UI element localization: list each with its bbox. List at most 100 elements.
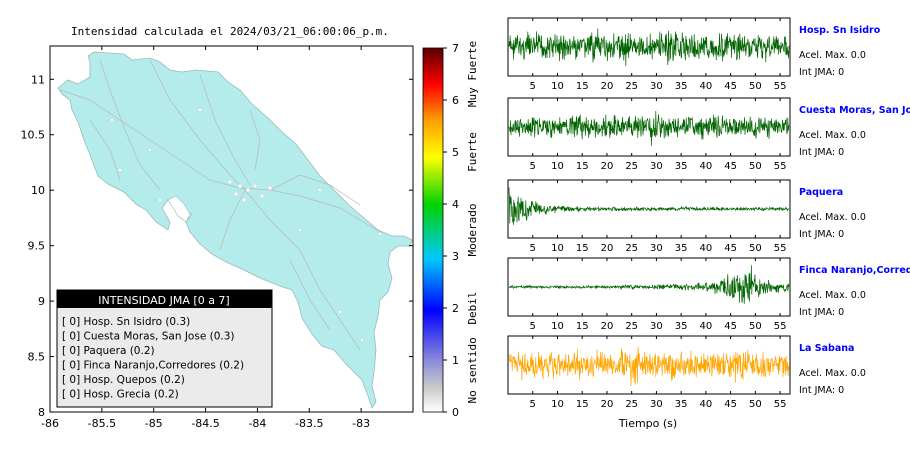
waveform-x-tick-label: 35 bbox=[675, 399, 688, 410]
colorbar-tick-label: 0 bbox=[452, 406, 459, 419]
waveform-x-tick-label: 5 bbox=[530, 161, 536, 172]
waveform-x-tick-label: 45 bbox=[724, 321, 737, 332]
waveform-x-tick-label: 45 bbox=[724, 399, 737, 410]
map-x-tick-label: -84.5 bbox=[191, 417, 219, 430]
jma-intensity-label: Int JMA: 0 bbox=[799, 229, 844, 240]
waveform-x-tick-label: 20 bbox=[601, 399, 614, 410]
waveform-x-tick-label: 55 bbox=[774, 81, 787, 92]
colorbar-labels: Muy Fuerte Fuerte Moderado Debil No sentido bbox=[466, 41, 479, 404]
waveform-trace bbox=[508, 265, 790, 305]
time-axis-label: Tiempo (s) bbox=[618, 417, 677, 430]
accel-max-label: Acel. Max. 0.0 bbox=[799, 212, 866, 223]
waveform-x-tick-label: 50 bbox=[749, 243, 762, 254]
jma-intensity-label: Int JMA: 0 bbox=[799, 67, 844, 78]
waveform-x-tick-label: 10 bbox=[551, 243, 564, 254]
colorbar-tick-label: 2 bbox=[452, 302, 459, 315]
waveform-panel: 5 10 15 20 25 30 35 40 45 50 55 La Sabana Acel. Max.… bbox=[507, 335, 866, 410]
waveform-x-tick-label: 10 bbox=[551, 81, 564, 92]
waveform-x-tick-label: 50 bbox=[749, 399, 762, 410]
waveform-x-tick-label: 30 bbox=[650, 243, 663, 254]
waveform-x-tick-label: 40 bbox=[700, 81, 713, 92]
waveform-x-tick-label: 35 bbox=[675, 243, 688, 254]
waveform-x-tick-label: 50 bbox=[749, 321, 762, 332]
map-title: Intensidad calculada el 2024/03/21_06:00… bbox=[71, 25, 389, 38]
waveform-panel: 5 10 15 20 25 30 35 40 45 50 55 Finca Naranjo,Corre… bbox=[507, 257, 910, 332]
legend-item: [ 0] Cuesta Moras, San Jose (0.3) bbox=[62, 331, 235, 343]
legend-item: [ 0] Hosp. Quepos (0.2) bbox=[62, 374, 185, 386]
waveform-x-tick-label: 20 bbox=[601, 161, 614, 172]
waveform-x-tick-label: 15 bbox=[576, 243, 589, 254]
map-x-tick-label: -85 bbox=[145, 417, 163, 430]
waveform-x-tick-label: 35 bbox=[675, 321, 688, 332]
accel-max-label: Acel. Max. 0.0 bbox=[799, 368, 866, 379]
waveform-trace bbox=[508, 28, 790, 67]
accel-max-label: Acel. Max. 0.0 bbox=[799, 50, 866, 61]
waveform-x-tick-label: 5 bbox=[530, 81, 536, 92]
waveform-x-tick-label: 55 bbox=[774, 399, 787, 410]
waveform-x-tick-label: 10 bbox=[551, 161, 564, 172]
waveform-x-tick-label: 15 bbox=[576, 81, 589, 92]
map-x-tick-label: -84 bbox=[248, 417, 266, 430]
station-name: La Sabana bbox=[799, 343, 854, 354]
waveform-x-tick-label: 55 bbox=[774, 243, 787, 254]
waveform-x-tick-label: 20 bbox=[601, 321, 614, 332]
waveform-x-tick-label: 45 bbox=[724, 161, 737, 172]
waveform-x-tick-label: 30 bbox=[650, 161, 663, 172]
gulf-water bbox=[167, 195, 191, 223]
station-name: Hosp. Sn Isidro bbox=[799, 25, 881, 36]
map-y-tick-label: 10 bbox=[31, 184, 45, 197]
costa-rica-land bbox=[57, 51, 413, 409]
map-axes: -86 -85.5 -85 -84.5 -84 -83.5 -83 11 10.5 10 9.5 9 8… bbox=[21, 46, 413, 430]
waveform-x-tick-label: 5 bbox=[530, 399, 536, 410]
colorbar-level-label: Moderado bbox=[466, 204, 479, 257]
waveform-trace bbox=[508, 187, 790, 225]
waveform-x-tick-label: 35 bbox=[675, 81, 688, 92]
waveform-x-tick-label: 35 bbox=[675, 161, 688, 172]
waveform-x-tick-label: 25 bbox=[625, 243, 638, 254]
map-y-tick-label: 9.5 bbox=[28, 240, 46, 253]
waveform-trace bbox=[508, 110, 790, 146]
waveform-trace bbox=[508, 346, 790, 387]
waveform-x-tick-label: 25 bbox=[625, 161, 638, 172]
waveform-x-tick-label: 20 bbox=[601, 243, 614, 254]
colorbar-tick-label: 3 bbox=[452, 250, 459, 263]
colorbar-level-label: Muy Fuerte bbox=[466, 41, 479, 107]
waveform-x-tick-label: 25 bbox=[625, 399, 638, 410]
colorbar-level-label: No sentido bbox=[466, 337, 479, 403]
waveform-x-tick-label: 40 bbox=[700, 321, 713, 332]
waveform-x-tick-label: 40 bbox=[700, 161, 713, 172]
jma-intensity-label: Int JMA: 0 bbox=[799, 147, 844, 158]
accel-max-label: Acel. Max. 0.0 bbox=[799, 130, 866, 141]
colorbar-tick-label: 6 bbox=[452, 94, 459, 107]
legend-item: [ 0] Finca Naranjo,Corredores (0.2) bbox=[62, 360, 244, 372]
waveform-x-tick-label: 50 bbox=[749, 81, 762, 92]
waveform-x-tick-label: 15 bbox=[576, 321, 589, 332]
legend-item: [ 0] Hosp. Grecia (0.2) bbox=[62, 389, 179, 401]
legend-item: [ 0] Paquera (0.2) bbox=[62, 345, 155, 357]
colorbar-ticks: 7 6 5 4 3 2 1 0 bbox=[443, 42, 459, 419]
map-y-tick-label: 8 bbox=[38, 406, 45, 419]
station-points bbox=[110, 108, 382, 342]
map-y-tick-label: 9 bbox=[38, 295, 45, 308]
colorbar-tick-label: 1 bbox=[452, 354, 459, 367]
waveform-x-tick-label: 45 bbox=[724, 81, 737, 92]
jma-intensity-label: Int JMA: 0 bbox=[799, 307, 844, 318]
map-x-tick-label: -83 bbox=[352, 417, 370, 430]
road-network bbox=[59, 59, 381, 351]
waveform-x-tick-label: 55 bbox=[774, 321, 787, 332]
colorbar-tick-label: 5 bbox=[452, 146, 459, 159]
map-y-tick-label: 11 bbox=[31, 73, 45, 86]
waveform-x-tick-label: 10 bbox=[551, 399, 564, 410]
waveform-x-tick-label: 30 bbox=[650, 399, 663, 410]
colorbar bbox=[422, 47, 444, 413]
colorbar-tick-label: 7 bbox=[452, 42, 459, 55]
map-x-tick-label: -85.5 bbox=[88, 417, 116, 430]
waveform-x-tick-label: 45 bbox=[724, 243, 737, 254]
waveform-x-tick-label: 25 bbox=[625, 321, 638, 332]
waveform-x-tick-label: 5 bbox=[530, 321, 536, 332]
waveform-panel: 5 10 15 20 25 30 35 40 45 50 55 Hosp. Sn Isidro Acel… bbox=[507, 17, 881, 92]
map-y-tick-label: 8.5 bbox=[28, 351, 46, 364]
map-x-tick-label: -86 bbox=[41, 417, 59, 430]
